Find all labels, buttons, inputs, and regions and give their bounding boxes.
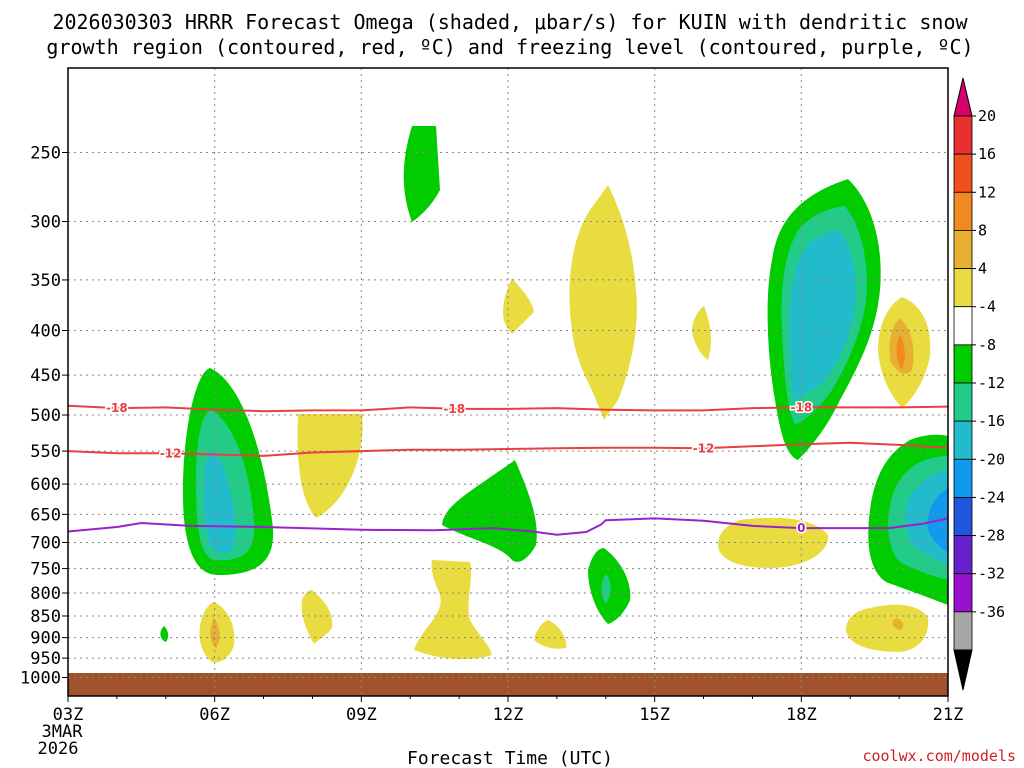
omega-area-06z-pos xyxy=(297,414,363,518)
colorbar-segment xyxy=(953,458,973,498)
x-tick-label: 03Z xyxy=(53,705,84,725)
contour-line-0 xyxy=(68,517,948,536)
x-tick-date-label: 3MAR xyxy=(42,722,84,742)
contour-label: -12 xyxy=(160,446,182,460)
contour-line-neg12 xyxy=(68,441,948,457)
chart-title-line1: 2026030303 HRRR Forecast Omega (shaded, … xyxy=(52,10,968,34)
y-tick-label: 950 xyxy=(30,649,61,669)
colorbar-segment xyxy=(953,153,973,193)
contour-label: -18 xyxy=(443,402,465,416)
colorbar-segment xyxy=(953,497,973,536)
colorbar-label: -20 xyxy=(978,450,1005,468)
y-tick-label: 400 xyxy=(30,322,61,342)
y-tick-label: 650 xyxy=(30,505,61,525)
x-tick-year-label: 2026 xyxy=(38,739,79,759)
chart-title-line2: growth region (contoured, red, ºC) and f… xyxy=(46,35,973,59)
omega-area-20z-lower-8 xyxy=(892,618,904,630)
colorbar-label: -4 xyxy=(978,298,996,316)
colorbar-segment xyxy=(953,306,973,346)
y-tick-label: 750 xyxy=(30,560,61,580)
omega-area-14z-lower-core xyxy=(601,574,611,604)
colorbar-label: 12 xyxy=(978,183,996,201)
x-tick-label: 12Z xyxy=(493,705,524,725)
contour-label: -18 xyxy=(106,401,128,415)
y-tick-label: 900 xyxy=(30,629,61,649)
colorbar-label: 20 xyxy=(978,107,996,125)
omega-area-18z-12 xyxy=(790,230,856,400)
omega-area-08z-lower-pos xyxy=(301,590,333,644)
contour-label: -18 xyxy=(790,400,812,414)
colorbar-label: -12 xyxy=(978,374,1005,392)
y-tick-label: 700 xyxy=(30,533,61,553)
colorbar-segment xyxy=(953,115,973,155)
colorbar-segment xyxy=(953,230,973,269)
omega-area-05z-dot xyxy=(160,626,169,642)
contour-line-neg18 xyxy=(68,404,948,413)
y-tick-label: 450 xyxy=(30,366,61,386)
colorbar-label: -24 xyxy=(978,488,1005,506)
x-tick-label: 18Z xyxy=(786,705,817,725)
omega-area-14z xyxy=(569,185,637,420)
colorbar-label: 8 xyxy=(978,221,987,239)
omega-area-11z-lower-pos xyxy=(414,560,492,660)
x-tick-label: 15Z xyxy=(639,705,670,725)
y-tick-label: 1000 xyxy=(20,669,61,689)
omega-area-16z-pos xyxy=(692,306,711,360)
y-tick-label: 600 xyxy=(30,475,61,495)
colorbar-label: -32 xyxy=(978,565,1005,583)
colorbar-label: 16 xyxy=(978,145,996,163)
colorbar-segment xyxy=(953,268,973,308)
colorbar-label: -28 xyxy=(978,527,1005,545)
y-tick-label: 300 xyxy=(30,213,61,233)
colorbar-segment xyxy=(953,573,973,613)
colorbar-segment xyxy=(953,344,973,384)
below-ground-area xyxy=(68,673,948,696)
y-tick-label: 850 xyxy=(30,607,61,627)
colorbar-bottom-arrow xyxy=(953,649,973,691)
x-tick-label: 09Z xyxy=(346,705,377,725)
omega-shading xyxy=(68,126,948,696)
credit-text: coolwx.com/models xyxy=(862,747,1016,765)
y-tick-label: 550 xyxy=(30,442,61,462)
colorbar-segment xyxy=(953,191,973,231)
colorbar-label: -8 xyxy=(978,336,996,354)
contour-label: -12 xyxy=(693,441,715,455)
colorbar: 20 16 12 8 4 -4 -8 -12 -16 -20 -24 -28 -32 -36 xyxy=(953,77,1005,691)
contour-label: 0 xyxy=(797,521,805,535)
colorbar-segment xyxy=(953,535,973,575)
y-tick-label: 500 xyxy=(30,406,61,426)
colorbar-label: -16 xyxy=(978,412,1005,430)
temperature-contours: -18 -18 -18 -12 -12 0 xyxy=(68,399,948,537)
colorbar-segment xyxy=(953,611,973,651)
x-tick-label: 06Z xyxy=(199,705,230,725)
omega-area-20z-upper-12 xyxy=(896,335,905,370)
omega-area-12z xyxy=(442,460,537,562)
omega-area-12z-upper-pos xyxy=(503,278,534,334)
colorbar-segment xyxy=(953,420,973,460)
colorbar-label: 4 xyxy=(978,260,987,278)
colorbar-label: -36 xyxy=(978,603,1005,621)
y-tick-label: 250 xyxy=(30,144,61,164)
y-axis: 2503003504004505005506006507007508008509… xyxy=(20,144,68,689)
colorbar-segment xyxy=(953,382,973,422)
omega-area-18z-lower-pos xyxy=(718,517,829,568)
omega-area-13z-lower-pos xyxy=(534,620,567,649)
y-tick-label: 350 xyxy=(30,271,61,291)
x-axis-label: Forecast Time (UTC) xyxy=(407,748,613,768)
omega-area-20z-lower-pos xyxy=(846,604,929,652)
x-tick-label: 21Z xyxy=(933,705,964,725)
grid-lines xyxy=(68,68,948,696)
y-tick-label: 800 xyxy=(30,584,61,604)
colorbar-top-arrow xyxy=(953,77,973,117)
omega-area-10z-upper xyxy=(403,126,440,222)
